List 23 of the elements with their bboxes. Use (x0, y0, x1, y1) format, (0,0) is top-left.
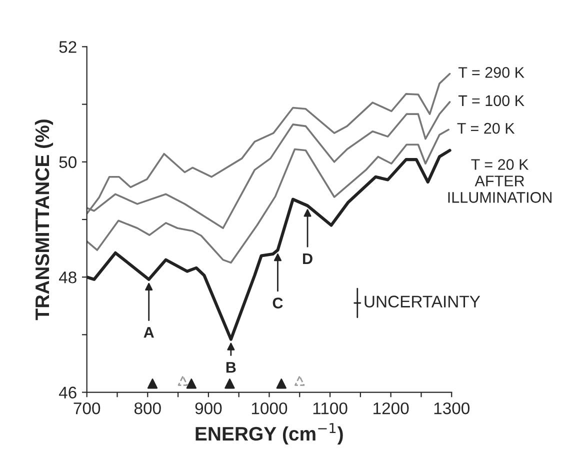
y-tick-label: 48 (58, 271, 76, 284)
x-axis-title: ENERGY (cm$^{−1}$) (196, 423, 343, 444)
y-tick-label: 52 (59, 41, 76, 53)
annotation: A (144, 327, 154, 338)
y-axis-title: TRANSMITTANCE (%) (34, 120, 54, 320)
x-tick-label: 1100 (313, 402, 348, 414)
annotation: D (303, 253, 312, 264)
annotation: UNCERTAINTY (364, 296, 480, 308)
x-tick-label: 800 (134, 402, 161, 414)
x-tick-label: 1200 (374, 402, 409, 414)
series-label: T = 290 K (458, 67, 524, 78)
x-tick-label: 1300 (434, 402, 470, 414)
annotation: B (226, 362, 236, 373)
series-label: T = 20 K AFTER ILLUMINATION (448, 159, 552, 203)
x-tick-label: 1000 (252, 402, 288, 414)
series-label: T = 100 K (458, 95, 524, 106)
x-tick-label: 700 (74, 402, 100, 414)
annotation: C (272, 298, 283, 308)
x-tick-label: 900 (195, 402, 222, 414)
y-tick-label: 50 (59, 156, 76, 168)
line-series (86, 128, 450, 264)
y-tick-label: 46 (58, 386, 76, 398)
series-label: T = 20 K (457, 122, 515, 134)
